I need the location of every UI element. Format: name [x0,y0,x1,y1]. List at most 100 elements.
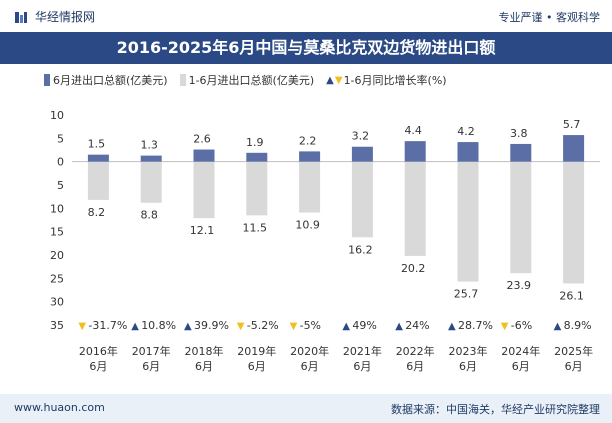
growth-down-triangle-icon: ▼ [78,321,86,332]
y-tick-label: 0 [57,156,64,169]
bar-monthly [140,155,162,162]
bar-monthly [246,152,268,162]
x-tick-label: 2023年 6月 [449,344,488,373]
bar-monthly [563,135,585,162]
footer-source: 数据来源：中国海关，华经产业研究院整理 [391,403,600,416]
bar-cumulative [351,161,373,238]
data-label-growth: 28.7% [458,319,493,332]
data-label-cumulative: 12.1 [190,224,215,237]
bar-monthly [510,143,532,162]
data-label-monthly: 2.6 [193,133,211,146]
footer-website: www.huaon.com [14,401,105,414]
legend-label-monthly: 6月进出口总额(亿美元) [53,74,168,87]
y-tick-label: 20 [50,249,64,262]
data-label-cumulative: 20.2 [401,262,426,275]
y-tick-label: 15 [50,226,64,239]
data-label-cumulative: 25.7 [454,288,479,301]
data-label-growth: -5% [300,319,321,332]
growth-up-triangle-icon: ▲ [342,321,350,332]
data-label-growth: -31.7% [88,319,127,332]
x-tick-label: 2021年 6月 [343,344,382,373]
legend-item-monthly: 6月进出口总额(亿美元) [44,72,168,88]
data-label-growth: 8.9% [564,319,592,332]
bar-cumulative [404,161,426,256]
data-label-monthly: 1.3 [140,139,158,152]
legend-down-triangle-icon: ▼ [334,74,343,86]
data-label-growth: 49% [352,319,376,332]
brand: 华经情报网 [14,8,95,25]
bar-cumulative [457,161,479,282]
data-label-growth: 24% [405,319,429,332]
bar-monthly [457,142,479,162]
data-label-cumulative: 26.1 [559,289,584,302]
legend-label-growth: 1-6月同比增长率(%) [343,74,447,87]
data-label-growth: -5.2% [247,319,279,332]
data-label-cumulative: 16.2 [348,243,373,256]
bar-cumulative [140,161,162,203]
data-label-growth: 39.9% [194,319,229,332]
x-tick-label: 2020年 6月 [290,344,329,373]
growth-down-triangle-icon: ▼ [237,321,245,332]
data-label-monthly: 1.9 [246,136,264,149]
y-tick-label: 25 [50,272,64,285]
data-label-cumulative: 11.5 [243,221,268,234]
y-tick-label: 10 [50,109,64,122]
x-tick-label: 2025年 6月 [554,344,593,373]
x-tick-label: 2017年 6月 [132,344,171,373]
chart-title: 2016-2025年6月中国与莫桑比克双边货物进出口额 [0,32,612,64]
bar-cumulative [299,161,321,213]
legend-item-cumulative: 1-6月进出口总额(亿美元) [179,72,315,88]
growth-down-triangle-icon: ▼ [501,321,509,332]
y-tick-label: 35 [50,319,64,332]
x-tick-label: 2024年 6月 [501,344,540,373]
bar-cumulative [87,161,109,200]
x-tick-label: 2022年 6月 [396,344,435,373]
y-tick-label: 5 [57,132,64,145]
y-tick-label: 10 [50,202,64,215]
growth-up-triangle-icon: ▲ [554,321,562,332]
bar-monthly [299,151,321,162]
data-label-monthly: 2.2 [299,134,317,147]
legend-swatch-cumulative [179,74,186,86]
data-label-monthly: 3.2 [352,130,370,143]
data-label-cumulative: 10.9 [295,219,320,232]
legend-item-growth: ▲ ▼ 1-6月同比增长率(%) [326,72,446,88]
tagline: 专业严谨 • 客观科学 [498,11,600,24]
data-label-monthly: 4.2 [457,125,475,138]
data-label-monthly: 4.4 [404,124,422,137]
data-label-monthly: 1.5 [88,138,106,151]
x-tick-label: 2016年 6月 [79,344,118,373]
y-tick-label: 30 [50,296,64,309]
legend: 6月进出口总额(亿美元) 1-6月进出口总额(亿美元) ▲ ▼ 1-6月同比增长… [44,72,459,88]
data-label-cumulative: 8.2 [88,206,106,219]
footer: www.huaon.com 数据来源：中国海关，华经产业研究院整理 [0,394,612,423]
bar-cumulative [193,161,215,219]
data-label-cumulative: 23.9 [507,279,532,292]
legend-label-cumulative: 1-6月进出口总额(亿美元) [188,74,315,87]
x-tick-label: 2018年 6月 [185,344,224,373]
data-label-growth: 10.8% [141,319,176,332]
top-bar: 华经情报网 专业严谨 • 客观科学 [0,0,612,32]
data-label-monthly: 5.7 [563,118,581,131]
bar-cumulative [563,161,585,284]
bar-cumulative [246,161,268,216]
data-label-cumulative: 8.8 [140,209,158,222]
legend-up-triangle-icon: ▲ [326,74,334,86]
growth-up-triangle-icon: ▲ [395,321,403,332]
data-label-monthly: 3.8 [510,127,528,140]
bar-monthly [351,146,373,162]
growth-down-triangle-icon: ▼ [290,321,298,332]
bar-monthly [404,141,426,162]
data-label-growth: -6% [511,319,532,332]
growth-up-triangle-icon: ▲ [184,321,192,332]
bar-monthly [193,149,215,162]
y-tick-label: 5 [57,179,64,192]
growth-up-triangle-icon: ▲ [448,321,456,332]
bar-monthly [87,154,109,162]
brand-logo-icon [15,11,27,23]
bar-cumulative [510,161,532,274]
legend-swatch-monthly [44,74,50,86]
brand-name: 华经情报网 [35,10,96,24]
x-tick-label: 2019年 6月 [237,344,276,373]
